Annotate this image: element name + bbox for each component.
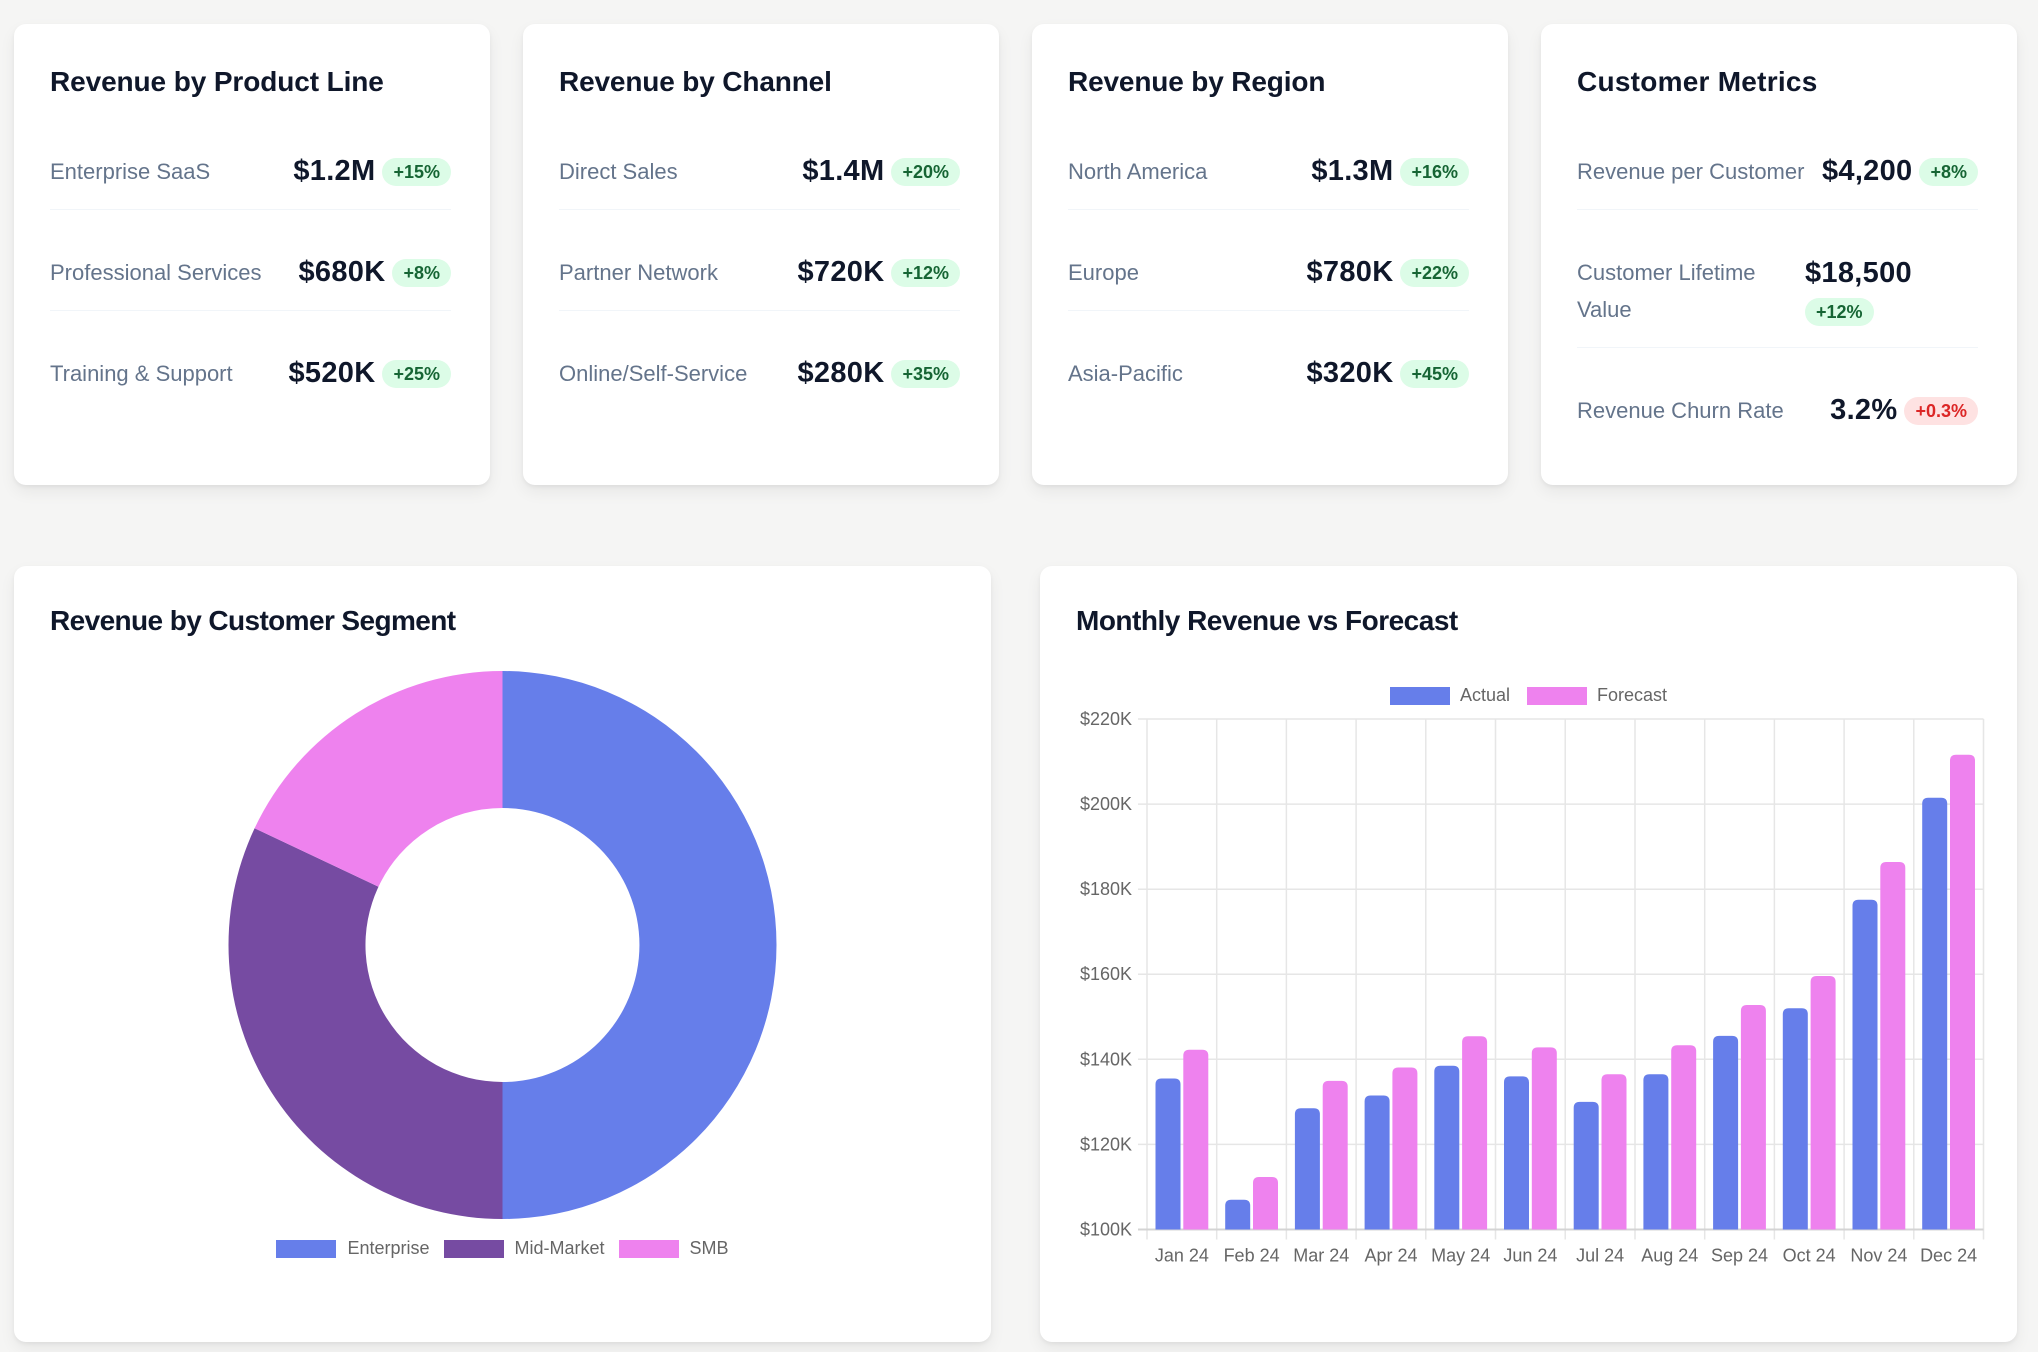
svg-text:$220K: $220K (1080, 709, 1132, 729)
svg-text:Aug 24: Aug 24 (1641, 1246, 1698, 1266)
svg-text:Oct 24: Oct 24 (1783, 1246, 1836, 1266)
svg-text:Mar 24: Mar 24 (1293, 1246, 1349, 1266)
svg-text:$100K: $100K (1080, 1220, 1132, 1240)
svg-text:$200K: $200K (1080, 794, 1132, 814)
svg-text:Jan 24: Jan 24 (1155, 1246, 1209, 1266)
svg-text:$160K: $160K (1080, 964, 1132, 984)
svg-text:May 24: May 24 (1431, 1246, 1490, 1266)
svg-text:Feb 24: Feb 24 (1224, 1246, 1280, 1266)
svg-text:$140K: $140K (1080, 1049, 1132, 1069)
svg-text:Apr 24: Apr 24 (1364, 1246, 1417, 1266)
svg-text:Jun 24: Jun 24 (1503, 1246, 1557, 1266)
svg-text:Nov 24: Nov 24 (1850, 1246, 1907, 1266)
svg-text:Dec 24: Dec 24 (1920, 1246, 1977, 1266)
svg-text:Jul 24: Jul 24 (1576, 1246, 1624, 1266)
svg-text:Sep 24: Sep 24 (1711, 1246, 1768, 1266)
svg-text:$180K: $180K (1080, 879, 1132, 899)
svg-text:$120K: $120K (1080, 1134, 1132, 1154)
